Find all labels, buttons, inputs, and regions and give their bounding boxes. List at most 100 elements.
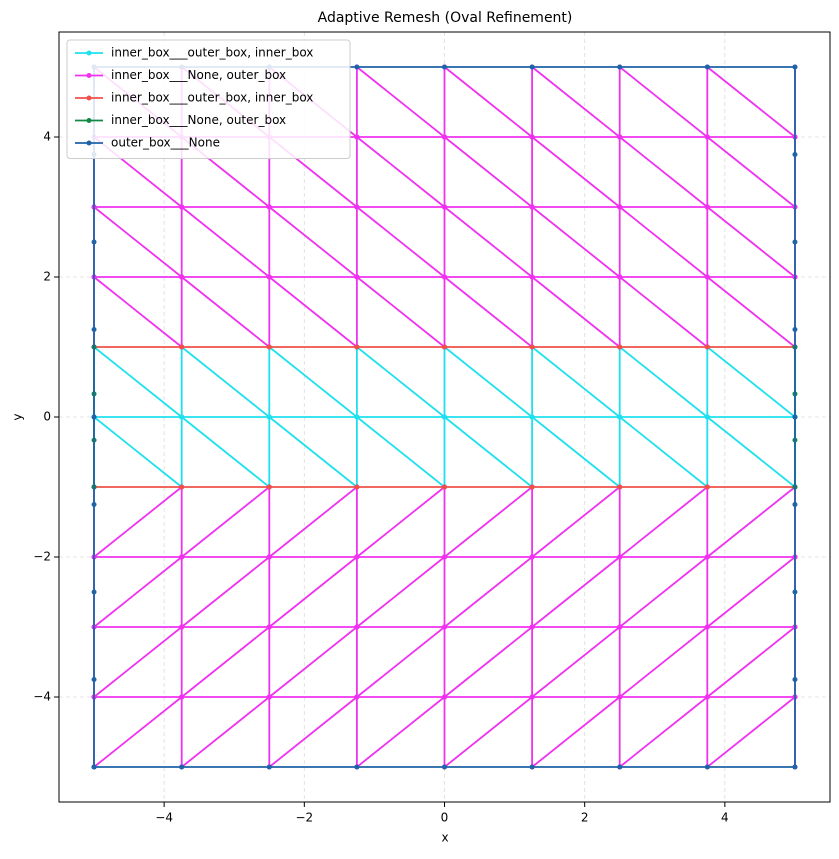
- vertex-point: [529, 554, 535, 560]
- vertex-point: [442, 484, 447, 490]
- vertex-point: [266, 764, 272, 770]
- vertex-point: [91, 414, 97, 420]
- vertex-point: [529, 344, 535, 350]
- vertex-point: [179, 484, 185, 490]
- vertex-point: [617, 134, 623, 140]
- vertex-point: [704, 554, 710, 560]
- vertex-point: [704, 204, 710, 210]
- vertex-point: [354, 274, 360, 280]
- vertex-point: [266, 624, 272, 630]
- vertex-point: [354, 414, 360, 420]
- vertex-point: [91, 327, 97, 332]
- legend-marker: [86, 118, 92, 123]
- x-tick-label: −2: [295, 811, 313, 825]
- vertex-point: [179, 414, 185, 420]
- vertex-point: [91, 502, 97, 507]
- vertex-point: [529, 484, 535, 490]
- vertex-point: [704, 64, 710, 70]
- x-axis-label: x: [441, 831, 448, 845]
- vertex-point: [179, 624, 185, 630]
- x-tick-label: 0: [441, 811, 449, 825]
- vertex-point: [529, 624, 535, 630]
- vertex-point: [442, 204, 447, 210]
- legend-label: inner_box___None, outer_box: [111, 113, 286, 127]
- vertex-point: [266, 344, 272, 350]
- vertex-point: [704, 694, 710, 700]
- vertex-point: [266, 274, 272, 280]
- y-tick-label: 4: [43, 130, 51, 144]
- vertex-point: [704, 344, 710, 350]
- legend-label: outer_box___None: [111, 136, 220, 150]
- vertex-point: [792, 502, 798, 507]
- vertex-point: [354, 554, 360, 560]
- vertex-point: [704, 764, 710, 770]
- x-tick-label: 4: [721, 811, 729, 825]
- vertex-point: [792, 764, 798, 770]
- vertex-point: [266, 694, 272, 700]
- vertex-point: [792, 64, 798, 70]
- legend-marker: [86, 50, 92, 56]
- x-tick-label: 2: [581, 811, 589, 825]
- legend-label: inner_box___outer_box, inner_box: [111, 46, 313, 60]
- vertex-point: [91, 239, 97, 245]
- vertex-point: [442, 414, 447, 420]
- vertex-point: [442, 554, 447, 560]
- vertex-point: [792, 677, 798, 682]
- vertex-point: [354, 764, 360, 770]
- vertex-point: [354, 484, 360, 490]
- vertex-point: [266, 414, 272, 420]
- vertex-point: [179, 554, 185, 560]
- vertex-point: [617, 414, 623, 420]
- vertex-point: [529, 274, 535, 280]
- vertex-point: [442, 764, 447, 770]
- vertex-point: [179, 694, 185, 700]
- legend-marker: [86, 140, 92, 146]
- vertex-point: [354, 64, 360, 70]
- legend-box: [66, 39, 351, 159]
- vertex-point: [792, 239, 798, 245]
- vertex-point: [442, 274, 447, 280]
- vertex-point: [617, 64, 623, 70]
- vertex-point: [442, 344, 447, 350]
- vertex-point: [792, 152, 798, 157]
- vertex-point: [266, 204, 272, 210]
- vertex-point: [704, 134, 710, 140]
- vertex-point: [354, 624, 360, 630]
- vertex-point: [354, 134, 360, 140]
- vertex-point: [617, 764, 623, 770]
- vertex-point: [442, 64, 447, 70]
- vertex-point: [529, 694, 535, 700]
- vertex-point: [354, 694, 360, 700]
- vertex-point: [529, 64, 535, 70]
- legend-label: inner_box___outer_box, inner_box: [111, 91, 313, 105]
- y-axis-label: y: [11, 413, 25, 420]
- vertex-point: [617, 274, 623, 280]
- vertex-point: [179, 764, 185, 770]
- vertex-point: [792, 589, 798, 595]
- vertex-point: [266, 484, 272, 490]
- y-tick-label: 2: [43, 270, 51, 284]
- vertex-point: [617, 554, 623, 560]
- vertex-point: [617, 204, 623, 210]
- vertex-point: [179, 344, 185, 350]
- plot-frame: [58, 31, 831, 803]
- vertex-point: [91, 677, 97, 682]
- y-tick-label: 0: [43, 410, 51, 424]
- vertex-point: [266, 554, 272, 560]
- vertex-point: [354, 204, 360, 210]
- vertex-point: [91, 764, 97, 770]
- legend-marker: [86, 73, 92, 78]
- vertex-point: [617, 624, 623, 630]
- vertex-point: [704, 484, 710, 490]
- vertex-point: [704, 274, 710, 280]
- vertex-point: [529, 414, 535, 420]
- vertex-point: [179, 204, 185, 210]
- vertex-point: [704, 624, 710, 630]
- y-tick-label: −2: [33, 550, 51, 564]
- x-tick-label: −4: [155, 811, 173, 825]
- chart-title: Adaptive Remesh (Oval Refinement): [318, 10, 573, 26]
- vertex-point: [617, 694, 623, 700]
- vertex-point: [442, 134, 447, 140]
- vertex-point: [529, 134, 535, 140]
